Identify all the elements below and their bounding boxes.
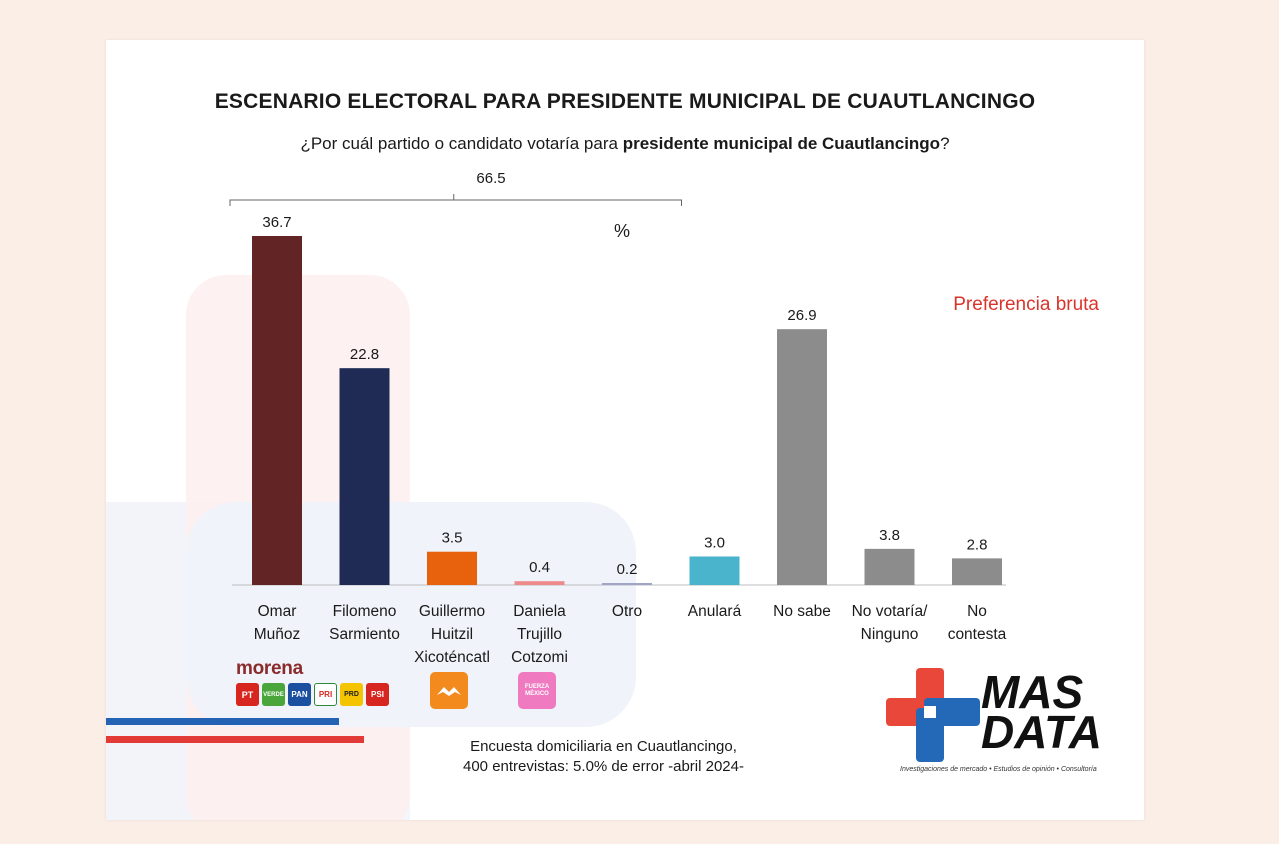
bar-5	[689, 556, 740, 585]
category-label-6-0: No sabe	[773, 603, 831, 620]
fuerza-mexico-logo: FUERZA MÉXICO	[518, 672, 556, 709]
bar-0	[252, 236, 302, 585]
category-label-2-0: Guillermo	[419, 603, 485, 620]
morena-logo: morena	[236, 658, 303, 679]
pt-logo: PT	[236, 683, 259, 706]
category-label-1-1: Sarmiento	[329, 626, 400, 643]
data-label-6: 26.9	[787, 307, 816, 324]
category-label-3-0: Daniela	[513, 603, 566, 620]
bar-6	[777, 329, 827, 585]
movimiento-ciudadano-logo	[430, 672, 468, 709]
data-label-8: 2.8	[967, 536, 988, 553]
data-label-2: 3.5	[442, 530, 463, 547]
pan-logo: PAN	[288, 683, 311, 706]
unit-label: %	[614, 221, 631, 241]
question-bold: presidente municipal de Cuautlancingo	[622, 134, 941, 153]
eagle-icon	[437, 686, 461, 696]
cross-icon	[886, 668, 980, 762]
data-label-4: 0.2	[617, 561, 638, 578]
question-prefix: ¿Por cuál partido o candidato votaría pa…	[300, 134, 623, 153]
preference-label: Preferencia bruta	[953, 294, 1099, 315]
brace-bracket	[229, 194, 682, 206]
survey-question: ¿Por cuál partido o candidato votaría pa…	[106, 134, 1144, 154]
masdata-logo: MAS DATA Investigaciones de mercado • Es…	[886, 668, 1126, 778]
bar-1	[339, 368, 390, 585]
category-label-8-0: No	[967, 603, 987, 620]
data-label-3: 0.4	[529, 559, 550, 576]
bar-7	[864, 548, 915, 585]
data-label-0: 36.7	[262, 214, 291, 231]
category-label-5-0: Anulará	[688, 603, 742, 620]
bar-8	[952, 558, 1002, 585]
brand-tagline: Investigaciones de mercado • Estudios de…	[900, 766, 1097, 773]
category-label-8-1: contesta	[948, 626, 1007, 643]
alliance-logos: morena PT VERDE PAN PRI PRD PSI	[236, 658, 389, 706]
footnote-line-2: 400 entrevistas: 5.0% de error -abril 20…	[463, 758, 744, 775]
bar-chart: 36.7 Omar Muñoz 22.8 Filomeno Sarmiento 3.5 Gui…	[229, 194, 1007, 666]
brace-total-label: 66.5	[476, 170, 506, 187]
category-label-3-2: Cotzomi	[511, 649, 568, 666]
chart-title: ESCENARIO ELECTORAL PARA PRESIDENTE MUNI…	[214, 90, 1036, 113]
brand-name: MAS DATA	[981, 666, 1102, 758]
bar-3	[514, 581, 565, 585]
verde-logo: VERDE	[262, 683, 285, 706]
brand-name-line-1: MAS	[981, 666, 1084, 718]
red-stripe	[106, 736, 364, 743]
slide: ESCENARIO ELECTORAL PARA PRESIDENTE MUNI…	[106, 40, 1144, 820]
pri-logo: PRI	[314, 683, 337, 706]
bar-2	[427, 551, 477, 585]
bar-4	[602, 583, 652, 585]
data-label-7: 3.8	[879, 527, 900, 544]
blue-stripe	[106, 718, 339, 725]
category-label-7-1: Ninguno	[861, 626, 919, 643]
prd-logo: PRD	[340, 683, 363, 706]
question-suffix: ?	[940, 134, 950, 153]
category-label-2-1: Huitzil	[431, 626, 473, 643]
brand-name-line-2: DATA	[981, 706, 1102, 758]
party-logo-row: PT VERDE PAN PRI PRD PSI	[236, 683, 389, 706]
footnote-line-1: Encuesta domiciliaria en Cuautlancingo,	[470, 738, 737, 755]
category-label-7-0: No votaría/	[852, 603, 929, 620]
category-label-3-1: Trujillo	[517, 626, 562, 643]
category-label-0-0: Omar	[258, 603, 297, 620]
category-label-0-1: Muñoz	[254, 626, 301, 643]
psi-logo: PSI	[366, 683, 389, 706]
data-label-5: 3.0	[704, 534, 725, 551]
data-label-1: 22.8	[350, 346, 379, 363]
category-label-2-2: Xicoténcatl	[414, 649, 490, 666]
category-label-4-0: Otro	[612, 603, 642, 620]
category-label-1-0: Filomeno	[333, 603, 397, 620]
survey-footnote: Encuesta domiciliaria en Cuautlancingo, …	[446, 737, 761, 777]
